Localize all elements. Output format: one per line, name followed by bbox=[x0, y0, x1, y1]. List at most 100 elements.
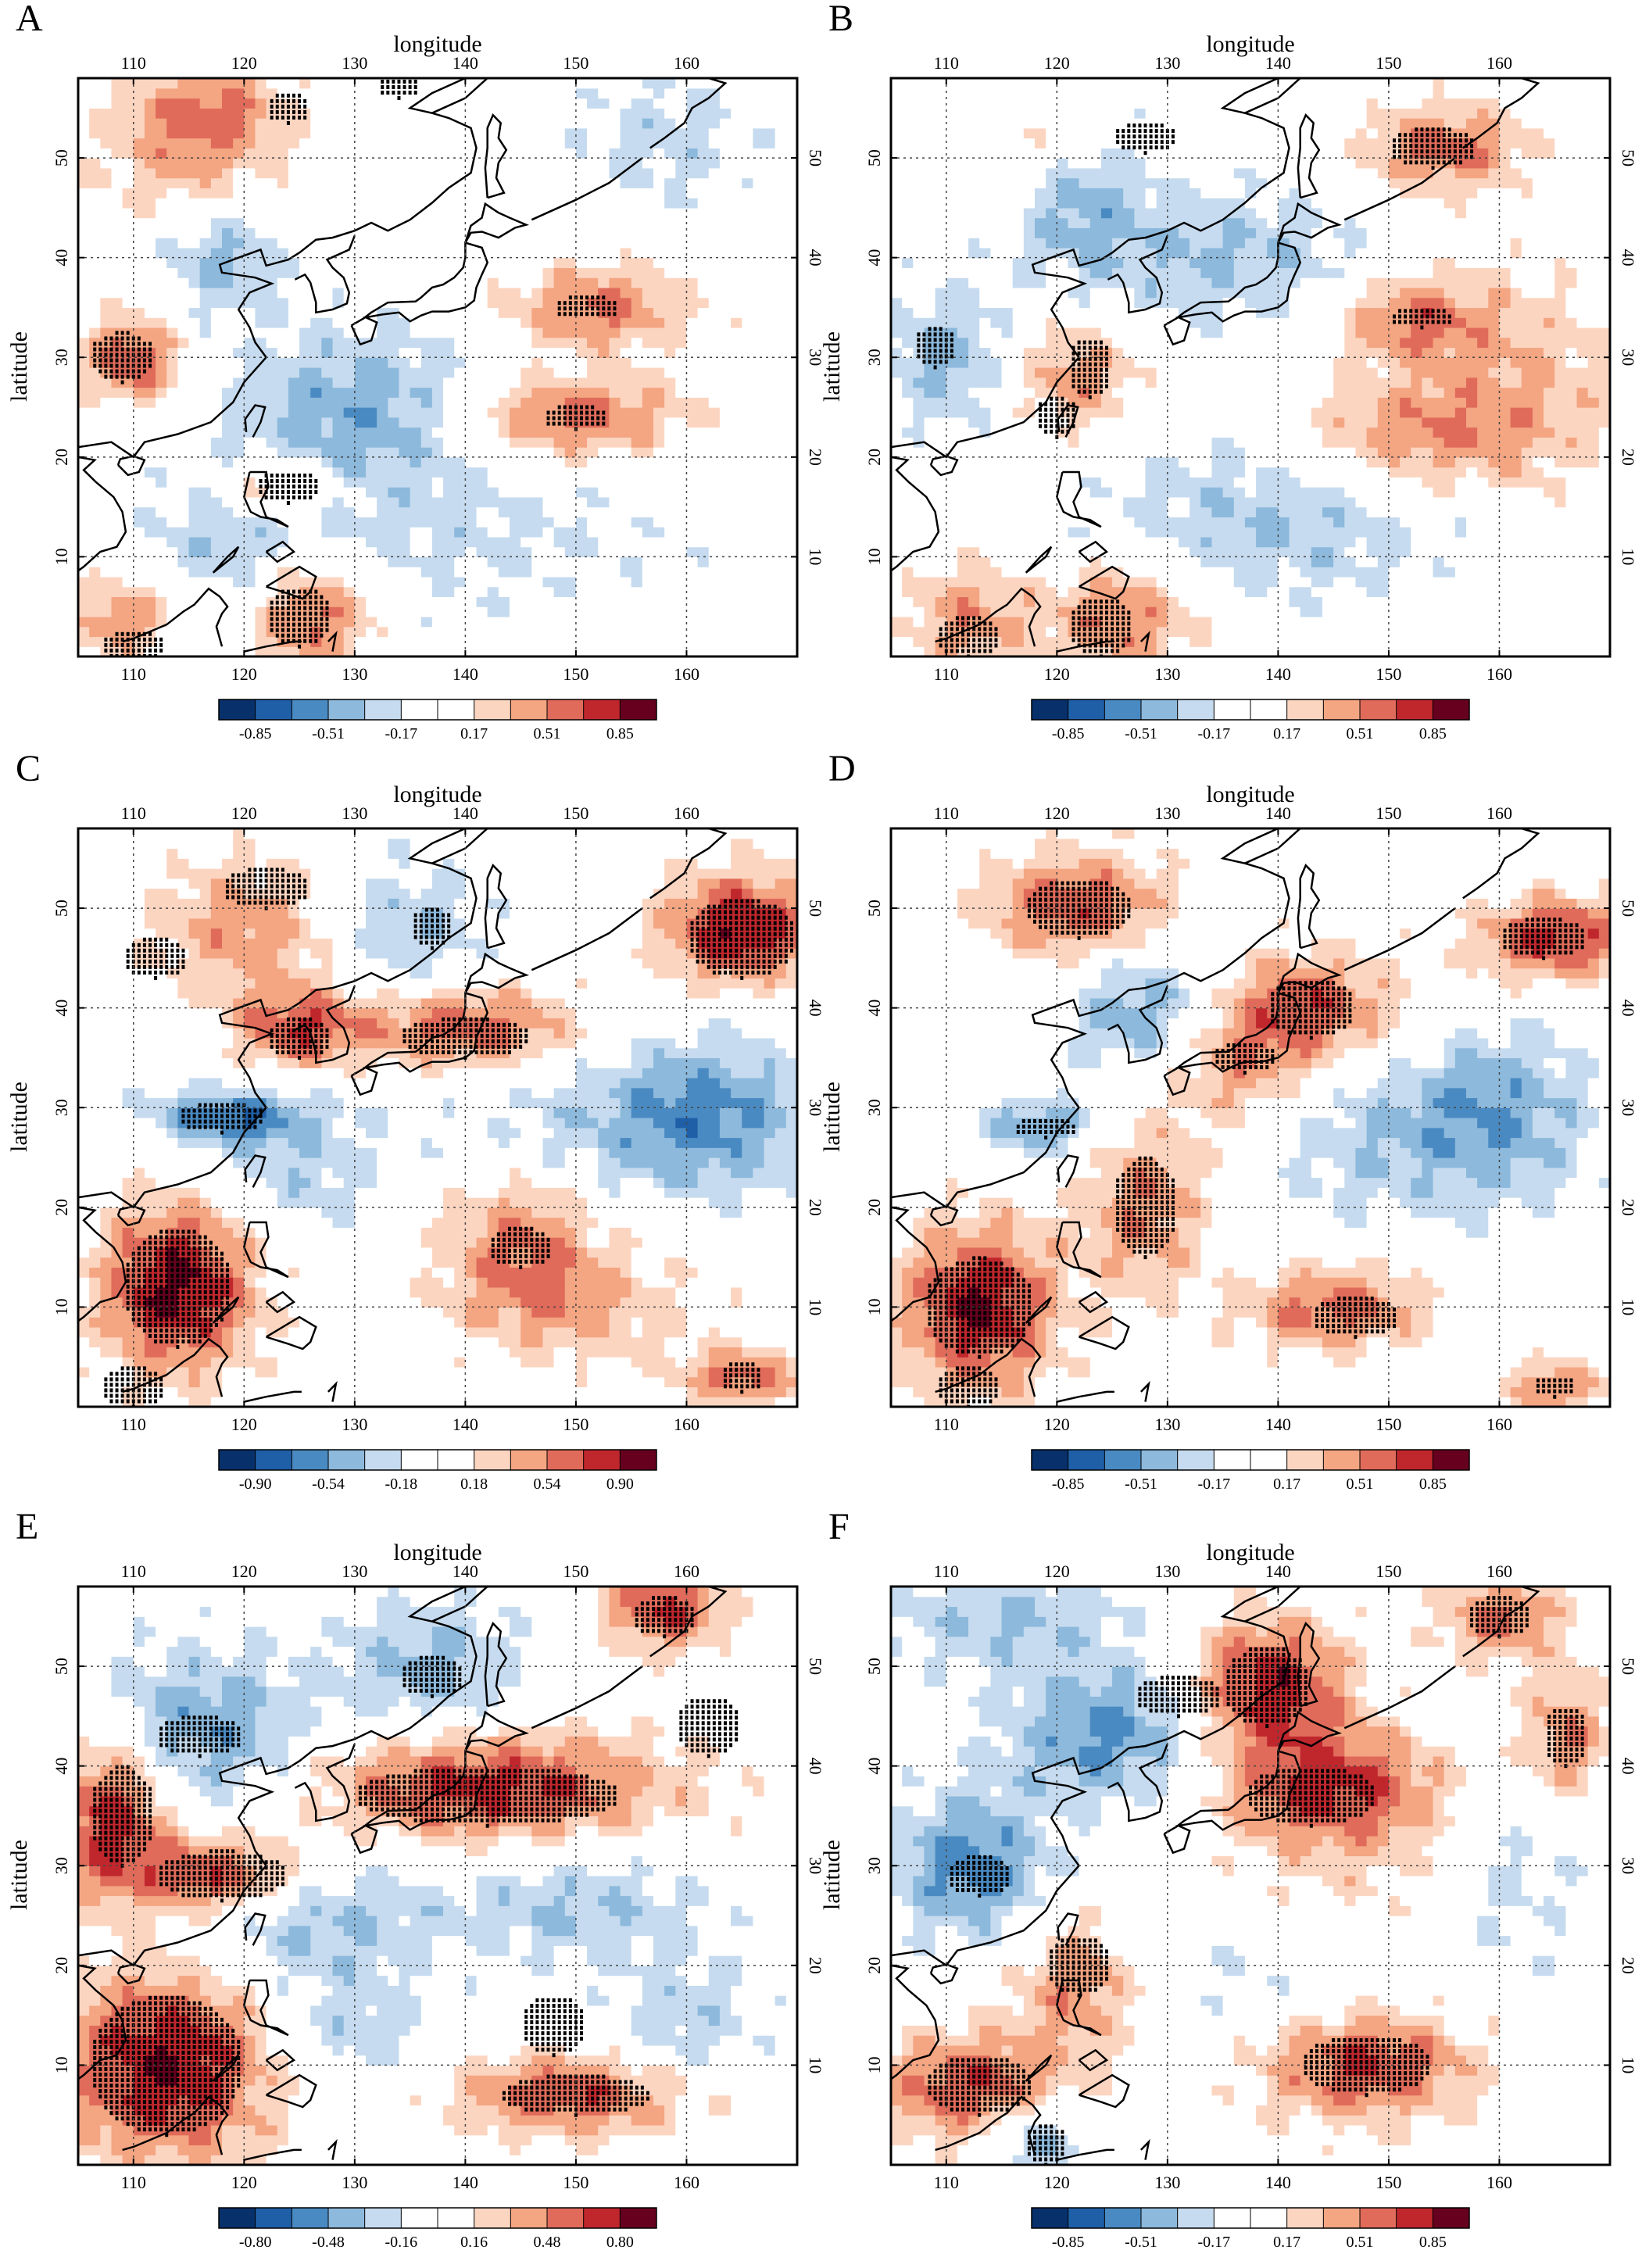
significance-stippling bbox=[928, 1596, 1584, 2165]
colorbar-swatch bbox=[510, 2208, 548, 2228]
gridlines bbox=[78, 78, 797, 656]
lat-tick-label-right: 30 bbox=[806, 349, 825, 366]
colorbar: -0.85 -0.51 -0.17 0.17 0.51 0.85 bbox=[1031, 699, 1470, 742]
lon-tick-label-bottom: 160 bbox=[1486, 664, 1512, 684]
lon-tick-label-bottom: 130 bbox=[1154, 1415, 1180, 1434]
colorbar-tick-label: 0.18 bbox=[460, 1476, 488, 1493]
colorbar-tick-label: 0.17 bbox=[460, 725, 488, 742]
lat-tick-label-left: 40 bbox=[864, 249, 884, 267]
lon-tick-label-top: 150 bbox=[563, 803, 588, 823]
colorbar-tick-label: 0.51 bbox=[1347, 2234, 1374, 2251]
lat-tick-label-right: 30 bbox=[1619, 1099, 1638, 1116]
colorbar-swatch bbox=[1141, 699, 1179, 720]
colorbar-swatch bbox=[1433, 699, 1470, 720]
map-plot: 110 110 120 120 130 130 140 140 150 150 160 160 10 10… bbox=[864, 1561, 1638, 2251]
lon-tick-label-bottom: 140 bbox=[453, 664, 478, 684]
lon-tick-label-top: 160 bbox=[674, 803, 699, 823]
lon-tick-label-top: 140 bbox=[1265, 53, 1291, 73]
lat-tick-label-right: 40 bbox=[1619, 249, 1638, 267]
lat-tick-label-right: 40 bbox=[806, 249, 825, 267]
colorbar-tick-label: -0.54 bbox=[312, 1476, 345, 1493]
colorbar-swatch bbox=[474, 1450, 511, 1470]
colorbar-tick-label: -0.80 bbox=[239, 2234, 272, 2251]
lon-tick-label-top: 160 bbox=[1486, 1561, 1512, 1581]
lon-tick-label-bottom: 140 bbox=[453, 1415, 478, 1434]
gridlines bbox=[891, 78, 1610, 656]
lat-tick-label-right: 30 bbox=[806, 1857, 825, 1874]
lat-tick-label-left: 20 bbox=[52, 1957, 71, 1974]
lat-tick-label-right: 40 bbox=[806, 1000, 825, 1017]
lat-tick-label-right: 20 bbox=[806, 1199, 825, 1216]
panel-letter: E bbox=[16, 1508, 38, 1546]
colorbar-tick-label: 0.17 bbox=[1273, 725, 1300, 742]
colorbar-swatch bbox=[510, 1450, 548, 1470]
colorbar-tick-label: 0.17 bbox=[1273, 1476, 1300, 1493]
colorbar-swatch bbox=[583, 2208, 621, 2228]
colorbar-swatch bbox=[292, 699, 329, 720]
longitude-axis-title: longitude bbox=[1094, 1540, 1407, 1566]
lat-tick-label-right: 20 bbox=[806, 1957, 825, 1974]
lat-tick-label-right: 10 bbox=[806, 2056, 825, 2073]
colorbar-swatch bbox=[219, 1450, 256, 1470]
colorbar-swatch bbox=[401, 1450, 438, 1470]
lat-tick-label-left: 20 bbox=[864, 449, 884, 466]
lon-tick-label-bottom: 130 bbox=[1154, 2173, 1180, 2192]
colorbar: -0.80 -0.48 -0.16 0.16 0.48 0.80 bbox=[218, 2207, 657, 2251]
lat-tick-label-right: 10 bbox=[1619, 548, 1638, 565]
correlation-field bbox=[78, 1587, 797, 2165]
colorbar-tick-label: 0.16 bbox=[460, 2234, 488, 2251]
lat-tick-label-left: 10 bbox=[864, 548, 884, 565]
lon-tick-label-bottom: 140 bbox=[1265, 1415, 1291, 1434]
colorbar-swatch bbox=[1177, 699, 1215, 720]
colorbar-tick-label: -0.17 bbox=[1197, 2234, 1230, 2251]
colorbar-swatch bbox=[1032, 2208, 1069, 2228]
significance-stippling bbox=[93, 79, 617, 656]
lat-tick-label-right: 50 bbox=[806, 1658, 825, 1675]
colorbar-tick-label: 0.51 bbox=[1347, 725, 1374, 742]
colorbar-swatch bbox=[1360, 699, 1397, 720]
gridlines bbox=[891, 1587, 1610, 2165]
colorbar: -0.90 -0.54 -0.18 0.18 0.54 0.90 bbox=[218, 1449, 657, 1493]
colorbar-swatch bbox=[1250, 2208, 1288, 2228]
lat-tick-label-left: 10 bbox=[52, 1298, 71, 1315]
lon-tick-label-top: 110 bbox=[934, 1561, 959, 1581]
coastlines bbox=[78, 828, 728, 1403]
panel-letter: D bbox=[828, 750, 856, 788]
lon-tick-label-bottom: 150 bbox=[1375, 2173, 1401, 2192]
correlation-field bbox=[891, 78, 1610, 656]
lon-tick-label-top: 140 bbox=[453, 803, 478, 823]
lat-tick-label-left: 40 bbox=[864, 1758, 884, 1775]
colorbar-swatch bbox=[219, 2208, 256, 2228]
lat-tick-label-left: 30 bbox=[864, 349, 884, 366]
panel-letter: F bbox=[828, 1508, 850, 1546]
colorbar-swatch bbox=[1360, 1450, 1397, 1470]
colorbar-swatch bbox=[1433, 1450, 1470, 1470]
colorbar-tick-label: -0.90 bbox=[239, 1476, 272, 1493]
lat-tick-label-right: 50 bbox=[1619, 900, 1638, 917]
colorbar-swatch bbox=[438, 1450, 475, 1470]
colorbar: -0.85 -0.51 -0.17 0.17 0.51 0.85 bbox=[1031, 1449, 1470, 1493]
lon-tick-label-top: 130 bbox=[342, 1561, 367, 1581]
coastlines bbox=[78, 78, 728, 653]
colorbar-tick-label: 0.85 bbox=[1419, 2234, 1447, 2251]
colorbar-swatch bbox=[1068, 2208, 1105, 2228]
colorbar-swatch bbox=[255, 699, 292, 720]
colorbar-swatch bbox=[1141, 1450, 1179, 1470]
colorbar-swatch bbox=[1177, 1450, 1215, 1470]
colorbar-swatch bbox=[620, 1450, 657, 1470]
colorbar-swatch bbox=[1396, 699, 1433, 720]
colorbar-tick-label: -0.17 bbox=[1197, 1476, 1230, 1493]
colorbar-swatch bbox=[1250, 699, 1288, 720]
colorbar-swatch bbox=[547, 1450, 585, 1470]
significance-stippling bbox=[93, 1596, 739, 2137]
colorbar: -0.85 -0.51 -0.17 0.17 0.51 0.85 bbox=[1031, 2207, 1470, 2251]
axis-ticks: 110 110 120 120 130 130 140 140 150 150 160 160 10 10… bbox=[864, 803, 1638, 1434]
colorbar-tick-label: 0.48 bbox=[534, 2234, 561, 2251]
colorbar-swatch bbox=[583, 699, 621, 720]
colorbar-tick-label: 0.80 bbox=[606, 2234, 634, 2251]
lat-tick-label-right: 20 bbox=[1619, 1957, 1638, 1974]
panel-letter: B bbox=[828, 0, 853, 38]
colorbar-tick-label: -0.51 bbox=[1125, 1476, 1157, 1493]
lon-tick-label-top: 160 bbox=[1486, 53, 1512, 73]
